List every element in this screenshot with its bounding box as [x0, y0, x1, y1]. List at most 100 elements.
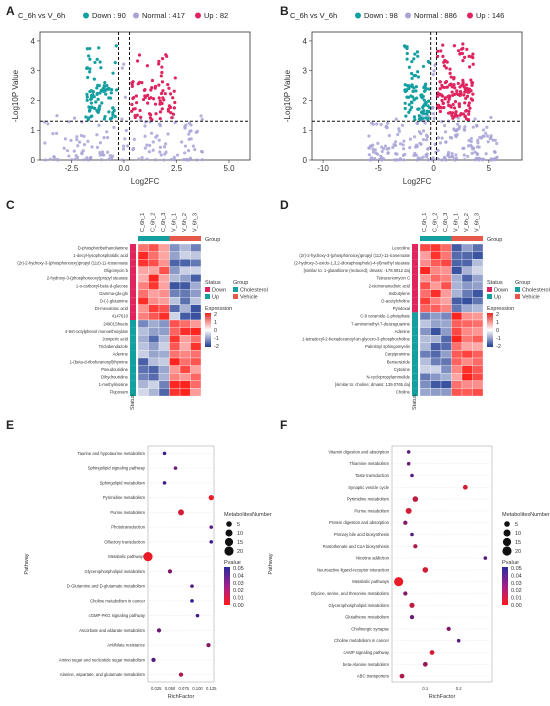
size-legend-dot [504, 521, 510, 527]
heatmap-cell [440, 373, 452, 381]
status-cell [130, 320, 136, 328]
pathway-label: beta-Alanine metabolism [343, 662, 390, 667]
sample-label: V_6h_1 [172, 213, 178, 232]
heatmap-cell [419, 243, 431, 252]
heatmap-cell [472, 281, 484, 290]
heatmap-cell [451, 327, 463, 336]
legend-up-swatch [467, 12, 473, 19]
expression-tick: 1 [496, 320, 499, 326]
heatmap-cell [169, 319, 181, 328]
normal-point [98, 141, 103, 145]
row-label: Triclabendazole [99, 344, 129, 349]
normal-point [121, 144, 126, 148]
normal-point [163, 142, 168, 146]
heatmap-cell [148, 342, 160, 351]
heatmap-cell [430, 251, 442, 260]
sample-label: C_6h_3 [443, 213, 449, 232]
heatmap-cell [472, 380, 484, 389]
up-point [440, 94, 445, 98]
row-label: Adenine [395, 329, 411, 334]
pathway-label: Purine metabolism [110, 510, 145, 515]
up-point [141, 97, 146, 102]
heatmap-cell [148, 297, 160, 305]
normal-point [443, 130, 448, 134]
size-legend-title: MetabolitesNumber [224, 512, 272, 518]
status-axis-label: Status [130, 394, 136, 410]
legend-up: Up : 82 [204, 11, 228, 20]
down-point [98, 91, 102, 95]
up-point [470, 83, 474, 87]
up-point [131, 96, 135, 101]
normal-point [469, 143, 473, 148]
up-point [471, 62, 475, 66]
normal-point [444, 140, 448, 144]
expression-tick: -2 [496, 344, 501, 350]
heatmap-cell [430, 259, 442, 267]
pathway-label: Glycine, serine, and threonine metabolis… [311, 591, 390, 596]
normal-point [398, 158, 402, 162]
down-point [87, 105, 91, 109]
down-point [89, 97, 93, 102]
down-point [105, 84, 109, 88]
y-tick-label: 2 [303, 96, 308, 105]
normal-point [82, 158, 86, 162]
up-point [130, 109, 134, 113]
heatmap-cell [472, 357, 484, 366]
normal-point [122, 62, 126, 66]
up-point [147, 112, 152, 116]
up-point [451, 93, 455, 98]
pathway-label: Ascorbate and aldarate metabolism [79, 628, 145, 633]
down-point [407, 65, 411, 69]
up-point [457, 102, 461, 106]
expression-tick: -2 [214, 344, 219, 350]
legend-normal: Normal : 886 [414, 11, 457, 20]
normal-point [419, 142, 423, 146]
down-point [113, 61, 117, 65]
heatmap-cell [190, 335, 202, 343]
heatmap-cell [190, 251, 202, 260]
legend-down-swatch [83, 12, 89, 19]
heatmap-cell [169, 251, 181, 260]
up-point [467, 54, 471, 58]
heatmap-cell [419, 388, 431, 397]
heatmap-cell [169, 243, 181, 252]
heatmap-cell [472, 388, 484, 397]
normal-point [143, 146, 147, 150]
up-point [172, 106, 177, 110]
up-point [140, 81, 144, 85]
status-cell [412, 259, 418, 267]
down-point [92, 95, 96, 99]
up-point [133, 114, 137, 118]
down-point [98, 60, 102, 64]
normal-point [484, 152, 488, 156]
up-point [450, 90, 454, 94]
normal-point [454, 153, 458, 157]
heatmap-cell [451, 259, 463, 267]
heatmap-cell [179, 327, 191, 336]
normal-point [495, 141, 499, 146]
down-point [412, 115, 417, 119]
y-tick-label: 3 [303, 67, 308, 76]
normal-point [473, 150, 477, 154]
heatmap-cell [169, 266, 181, 275]
pathway-bubble [173, 466, 178, 470]
heatmap-cell [190, 304, 202, 313]
up-point [444, 79, 449, 84]
up-point [150, 86, 154, 90]
normal-point [95, 133, 99, 137]
normal-point [73, 157, 77, 161]
up-point [135, 101, 139, 105]
size-legend-dot [502, 546, 512, 556]
normal-point [143, 124, 147, 128]
normal-point [72, 116, 77, 120]
heatmap-cell [440, 274, 452, 283]
normal-point [132, 137, 136, 141]
heatmap-cell [419, 281, 431, 290]
x-tick-label: 0 [431, 164, 436, 173]
heatmap-cell [461, 266, 473, 275]
heatmap-cell [169, 297, 181, 305]
y-tick-label: 2 [31, 96, 36, 105]
up-point [130, 81, 134, 85]
up-point [157, 83, 161, 87]
down-point [92, 77, 96, 81]
